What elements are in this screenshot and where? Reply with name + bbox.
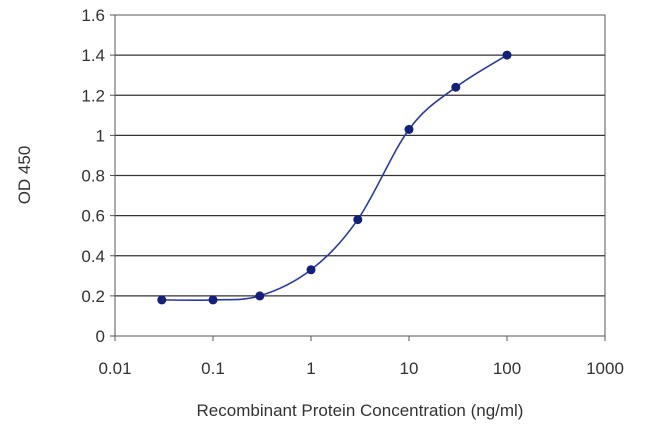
y-tick-label: 0.8 — [81, 167, 105, 186]
y-axis-label: OD 450 — [15, 146, 34, 205]
grid-lines — [115, 54, 605, 297]
x-tick-label: 1000 — [586, 359, 624, 378]
y-tick-label: 1.6 — [81, 6, 105, 25]
y-tick-label: 0.6 — [81, 207, 105, 226]
data-points — [157, 50, 512, 305]
y-tick-label: 0.2 — [81, 287, 105, 306]
series-curve — [161, 54, 508, 302]
y-tick-labels: 0 0.2 0.4 0.6 0.8 1 1.2 1.4 1.6 — [81, 6, 115, 346]
x-axis-label: Recombinant Protein Concentration (ng/ml… — [197, 401, 524, 420]
data-point — [502, 50, 512, 60]
x-tick-label: 10 — [400, 359, 419, 378]
x-tick-label: 100 — [493, 359, 521, 378]
y-tick-label: 0.4 — [81, 247, 105, 266]
data-point — [157, 295, 167, 305]
x-tick-label: 0.1 — [201, 359, 225, 378]
data-point — [353, 215, 363, 225]
data-point — [404, 124, 414, 134]
y-tick-label: 0 — [96, 327, 105, 346]
y-tick-label: 1 — [96, 126, 105, 145]
data-point — [208, 295, 218, 305]
x-tick-label: 1 — [306, 359, 315, 378]
data-point — [306, 265, 316, 275]
data-point — [255, 291, 265, 301]
data-point — [451, 82, 461, 92]
x-tick-labels: 0.01 0.1 1 10 100 1000 — [98, 336, 624, 378]
y-tick-label: 1.4 — [81, 46, 105, 65]
x-tick-label: 0.01 — [98, 359, 131, 378]
y-tick-label: 1.2 — [81, 86, 105, 105]
